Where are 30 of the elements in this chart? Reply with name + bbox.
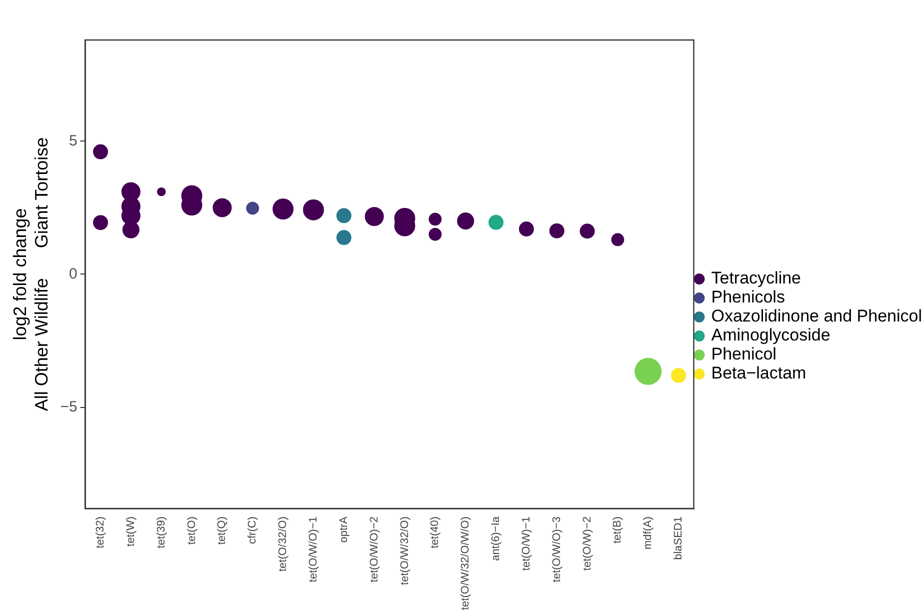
x-tick-label: tet(32) (94, 516, 107, 548)
x-tick-label: tet(O/W/O)−3 (550, 516, 563, 582)
x-tick-label: tet(O) (186, 516, 198, 545)
x-tick-label: tet(B) (612, 516, 624, 544)
y-tick-label: 0 (68, 265, 78, 282)
legend-label: Phenicols (711, 288, 785, 307)
x-tick-label: cfr(C) (246, 516, 259, 544)
x-tick-label: tet(40) (429, 516, 442, 548)
y-tick-label: −5 (60, 398, 78, 416)
x-tick-label: blaSED1 (672, 516, 685, 560)
legend-label: Oxazolidinone and Phenicol (711, 306, 922, 326)
y-axis-title: log2 fold change All Other Wildlife Giant Tortoise (10, 137, 52, 412)
x-tick-label: tet(O/W/32/O) (398, 516, 411, 585)
x-tick-label: tet(O/W)−1 (520, 516, 532, 571)
legend-label: Beta−lactam (711, 364, 806, 383)
x-tick-label: ant(6)−Ia (490, 516, 502, 561)
x-tick-label: mdf(A) (642, 516, 654, 550)
x-tick-label: tet(O/32/O) (277, 516, 290, 572)
x-tick-label: tet(O/W/O)−2 (368, 516, 380, 582)
legend-label: Tetracycline (711, 268, 802, 288)
x-tick-label: tet(O/W/O)−1 (308, 516, 320, 582)
x-tick-label: tet(Q) (216, 516, 228, 545)
x-tick-label: tet(39) (155, 516, 168, 548)
legend-label: Phenicol (711, 344, 776, 364)
legend-label: Aminoglycoside (711, 326, 830, 345)
x-tick-label: tet(O/W/32/O/W/O) (460, 516, 472, 610)
x-tick-label: tet(O/W)−2 (581, 516, 594, 571)
x-tick-label: tet(W) (124, 516, 137, 546)
x-tick-label: optrA (338, 516, 350, 543)
y-tick-label: 5 (68, 132, 78, 150)
